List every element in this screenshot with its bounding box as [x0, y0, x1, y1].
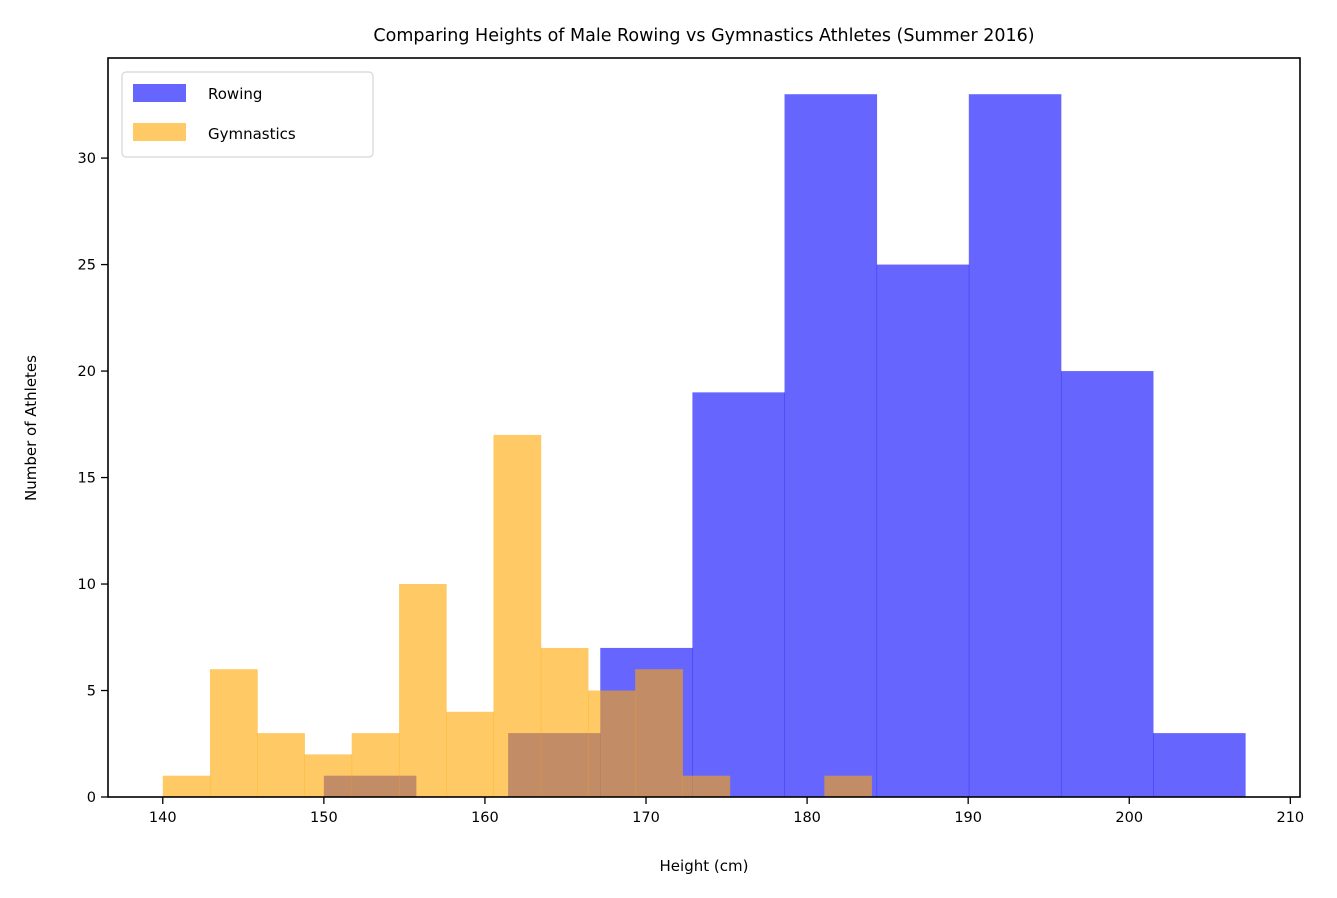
bar-gymnastics-14 — [824, 775, 872, 797]
axes-frame — [107, 57, 1301, 798]
x-tick-label-190: 190 — [954, 810, 982, 826]
legend-label-rowing: Rowing — [208, 85, 262, 103]
y-tick-label-25: 25 — [78, 258, 96, 274]
bar-gymnastics-3 — [304, 754, 353, 797]
y-tick-label-0: 0 — [87, 790, 96, 806]
x-tick-label-150: 150 — [310, 810, 338, 826]
x-axis-ticks: 140 150 160 170 180 190 200 210 — [149, 797, 1304, 826]
bar-rowing-4 — [692, 392, 785, 797]
series-rowing — [323, 94, 1246, 798]
bar-rowing-6 — [876, 264, 970, 798]
legend-label-gymnastics: Gymnastics — [208, 125, 296, 143]
legend-swatch-gymnastics — [133, 123, 186, 141]
y-tick-label-10: 10 — [78, 577, 96, 593]
x-tick-label-170: 170 — [632, 810, 660, 826]
y-tick-label-15: 15 — [78, 471, 96, 487]
x-tick-label-210: 210 — [1276, 810, 1304, 826]
bar-gymnastics-9 — [588, 690, 636, 797]
y-tick-label-30: 30 — [78, 151, 96, 167]
y-tick-label-5: 5 — [87, 684, 96, 700]
y-axis-ticks: 0 5 10 15 20 25 30 — [78, 151, 108, 806]
bar-gymnastics-2 — [257, 733, 305, 797]
y-tick-label-20: 20 — [78, 364, 96, 380]
bar-gymnastics-0 — [162, 775, 211, 797]
bar-gymnastics-10 — [635, 669, 683, 797]
x-tick-label-180: 180 — [793, 810, 821, 826]
bar-gymnastics-11 — [682, 775, 731, 797]
chart-title: Comparing Heights of Male Rowing vs Gymn… — [373, 26, 1034, 46]
x-axis-label: Height (cm) — [660, 857, 749, 875]
x-tick-label-160: 160 — [471, 810, 499, 826]
x-tick-label-140: 140 — [149, 810, 177, 826]
y-axis-label: Number of Athletes — [22, 355, 40, 501]
bar-rowing-5 — [784, 94, 878, 798]
series-gymnastics — [162, 434, 872, 797]
bar-rowing-9 — [1153, 733, 1246, 797]
bar-gymnastics-1 — [209, 669, 258, 797]
bar-gymnastics-7 — [493, 434, 542, 797]
bar-gymnastics-4 — [351, 733, 400, 797]
x-tick-label-200: 200 — [1115, 810, 1143, 826]
legend: Rowing Gymnastics — [121, 71, 374, 158]
bar-rowing-8 — [1060, 371, 1154, 797]
bar-gymnastics-6 — [446, 711, 494, 797]
bar-gymnastics-5 — [399, 584, 447, 797]
bar-gymnastics-8 — [540, 647, 589, 797]
bar-rowing-7 — [968, 94, 1062, 798]
legend-swatch-rowing — [133, 84, 186, 102]
